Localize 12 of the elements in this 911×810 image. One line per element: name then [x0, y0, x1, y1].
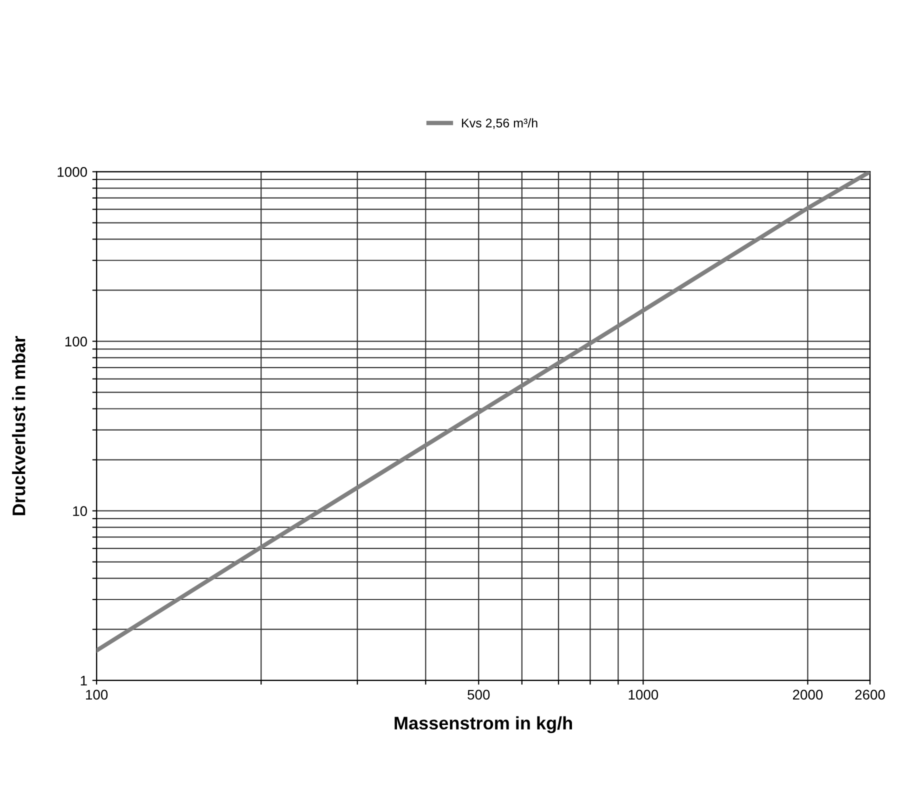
y-tick-label: 10: [73, 506, 87, 516]
y-axis-title: Druckverlust in mbar: [12, 336, 26, 516]
x-axis-title: Massenstrom in kg/h: [394, 716, 572, 734]
x-tick-label: 1000: [628, 690, 658, 700]
legend-label: Kvs 2,56 m³/h: [462, 118, 538, 129]
y-tick-label: 100: [65, 336, 87, 346]
y-tick-label: 1: [80, 676, 87, 686]
x-tick-label: 100: [86, 690, 108, 700]
x-tick-label: 2000: [792, 690, 823, 700]
y-tick-label: 1000: [58, 167, 87, 177]
x-tick-label: 2600: [855, 690, 885, 700]
x-tick-label: 500: [468, 690, 490, 700]
